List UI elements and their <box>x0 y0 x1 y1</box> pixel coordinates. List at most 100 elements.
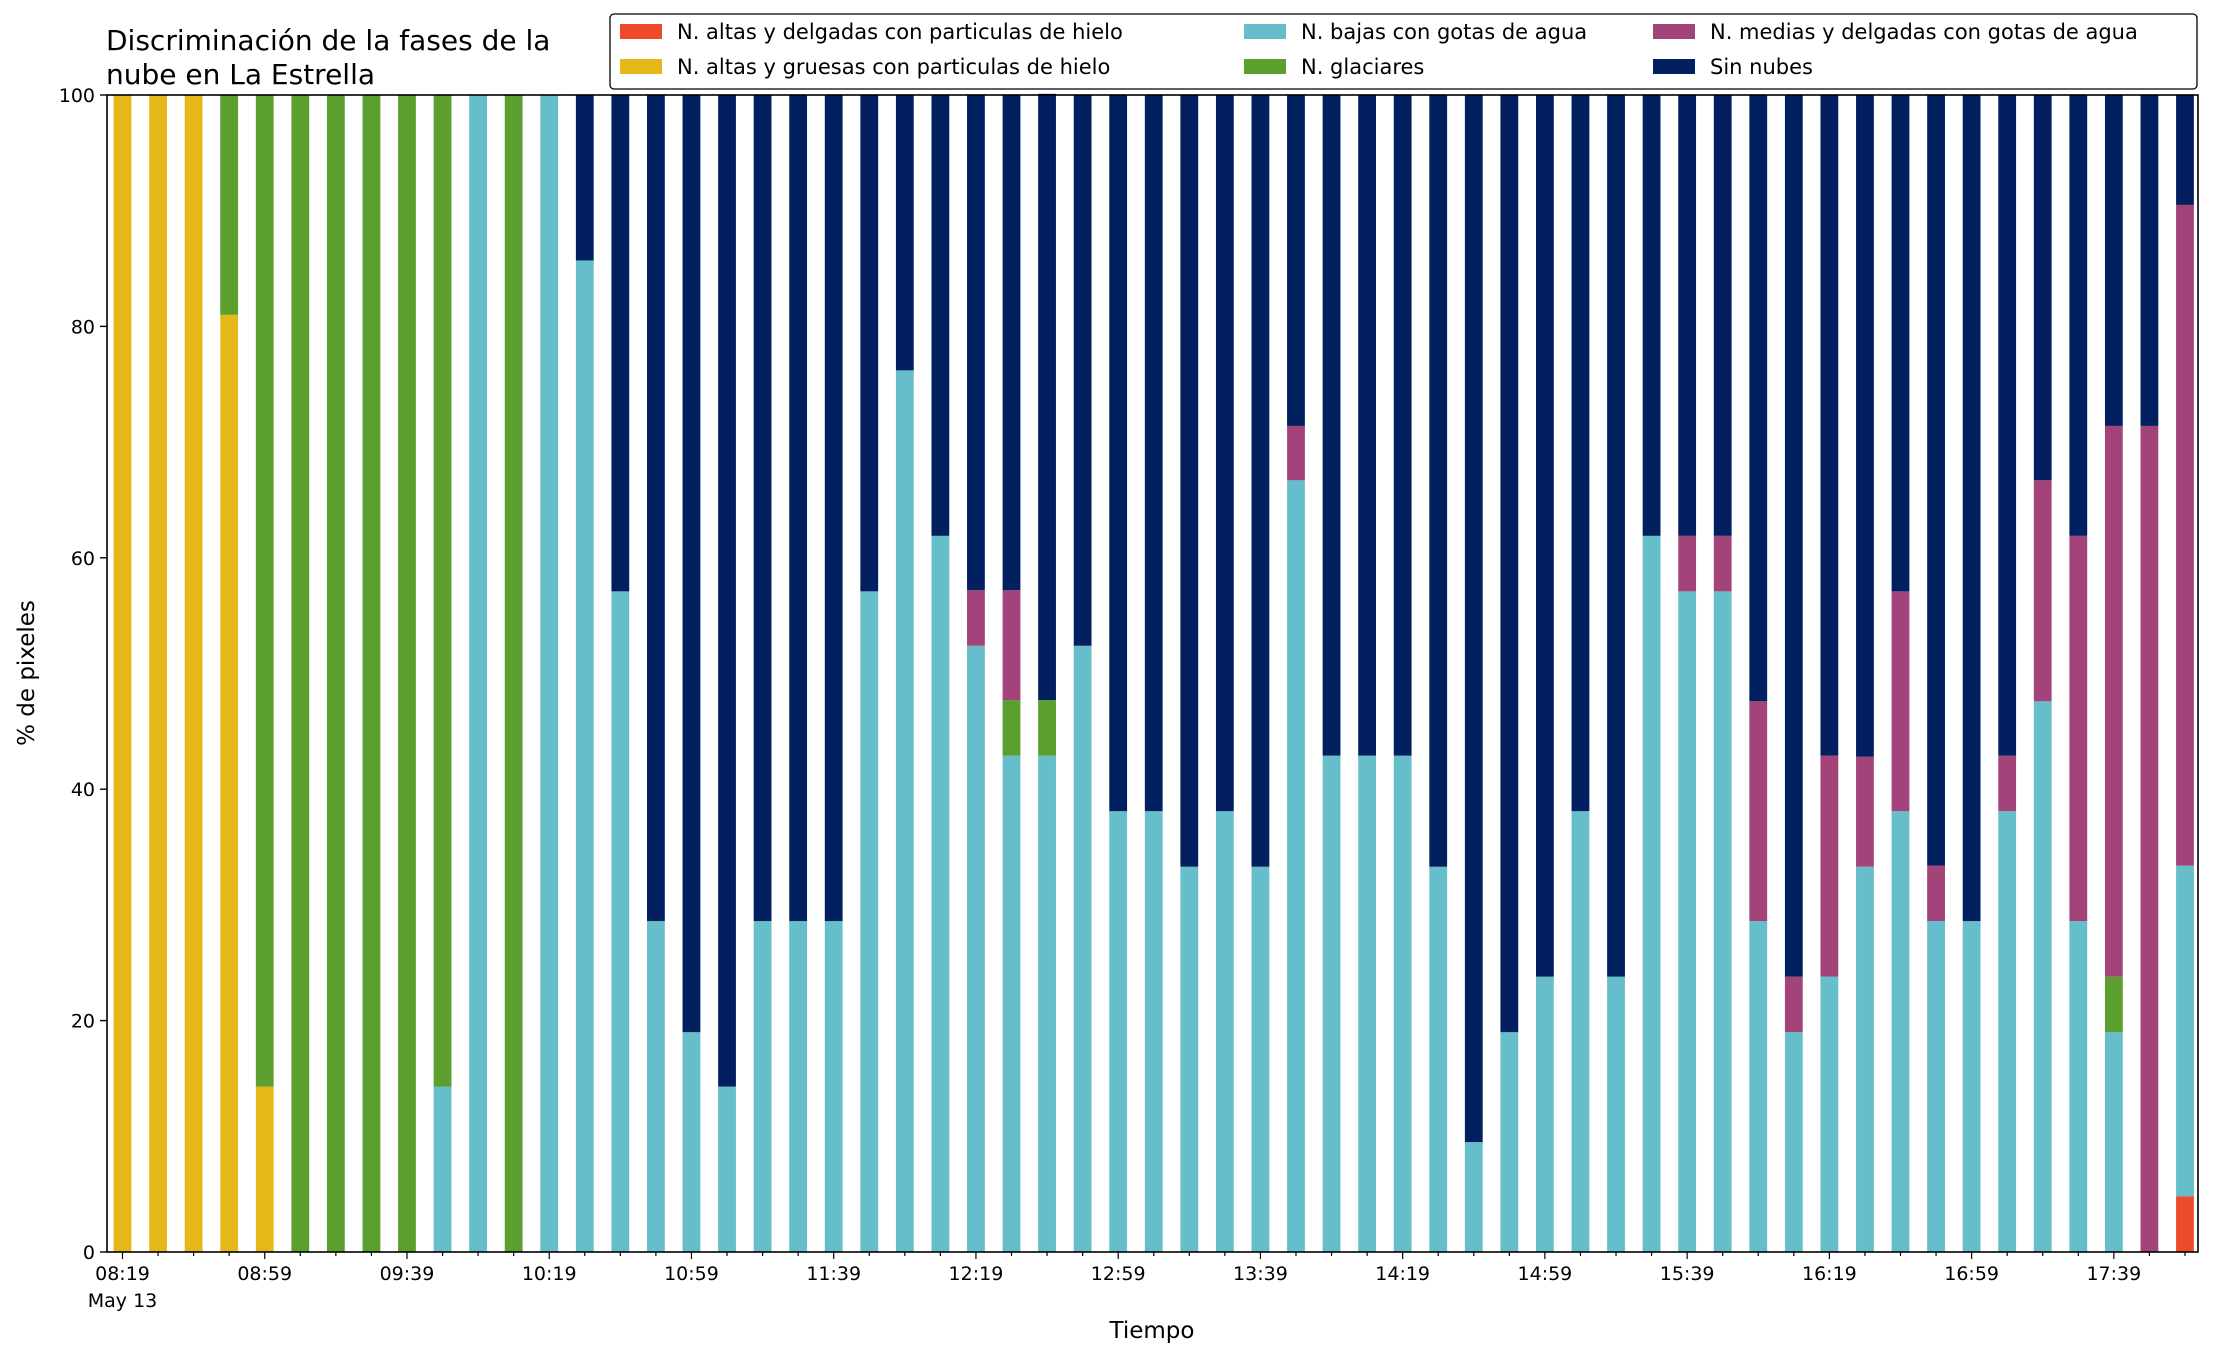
bar-segment-series-4 <box>1002 590 1021 701</box>
bar-segment-series-5 <box>1962 95 1981 922</box>
legend-label: N. altas y delgadas con particulas de hi… <box>677 20 1123 44</box>
legend-label: N. bajas con gotas de agua <box>1301 20 1587 44</box>
bar-segment-series-4 <box>1927 865 1945 922</box>
bar-segment-series-2 <box>1393 755 1412 1252</box>
bar-segment-series-4 <box>1287 425 1305 481</box>
bar-segment-series-2 <box>682 1032 701 1252</box>
bar-segment-series-5 <box>1251 95 1270 867</box>
bar-segment-series-5 <box>1927 95 1945 866</box>
bar-segment-series-2 <box>1536 976 1554 1252</box>
bar-segment-series-5 <box>1820 95 1839 756</box>
bar-segment-series-2 <box>647 921 665 1252</box>
bar-segment-series-5 <box>1358 95 1376 756</box>
x-tick-label: 17:39 <box>2086 1263 2141 1285</box>
bar-segment-series-5 <box>1784 95 1803 977</box>
bar-segment-series-5 <box>1642 95 1661 536</box>
bar-segment-series-5 <box>1002 95 1021 591</box>
bar-segment-series-3 <box>1038 700 1056 756</box>
bar-segment-series-3 <box>398 95 416 1252</box>
bar-segment-series-5 <box>1891 95 1910 592</box>
legend: N. altas y delgadas con particulas de hi… <box>609 13 2198 90</box>
legend-label: N. glaciares <box>1301 55 1424 79</box>
x-tick-label: 10:59 <box>664 1263 719 1285</box>
legend-swatch <box>1653 24 1695 39</box>
bar-segment-series-5 <box>1536 95 1554 977</box>
bar-segment-series-5 <box>1038 93 1056 701</box>
x-tick-label: 14:59 <box>1518 1263 1573 1285</box>
x-tick-label: 09:39 <box>380 1263 435 1285</box>
bar-segment-series-2 <box>469 95 487 1252</box>
bar-segment-series-0 <box>2176 1196 2194 1252</box>
bar-segment-series-4 <box>1820 755 1839 977</box>
bar-segment-series-5 <box>1607 95 1625 977</box>
x-tick-label: 16:19 <box>1802 1263 1857 1285</box>
x-tick-label: 12:59 <box>1091 1263 1146 1285</box>
bar-segment-series-3 <box>2104 976 2123 1033</box>
bar-segment-series-4 <box>1891 591 1910 812</box>
bar-segment-series-4 <box>1856 756 1874 867</box>
bar-segment-series-2 <box>2033 701 2052 1252</box>
bar-segment-series-2 <box>860 591 879 1252</box>
x-axis: 08:19 08:59 09:39 10:19 10:59 11:39 12:19 12:59… <box>88 1252 2186 1312</box>
y-tick-label: 20 <box>71 1011 95 1033</box>
plot-frame <box>106 94 2199 1253</box>
bar-segment-series-3 <box>255 95 274 1087</box>
bar-segment-series-2 <box>1713 591 1732 1252</box>
bar-segment-series-2 <box>1322 755 1341 1252</box>
x-tick-label: 16:59 <box>1944 1263 1999 1285</box>
bar-segment-series-2 <box>1749 921 1768 1252</box>
bar-segment-series-1 <box>255 1086 274 1252</box>
bar-segment-series-4 <box>1784 976 1803 1033</box>
bar-segment-series-3 <box>362 95 381 1252</box>
chart-title-line-2: nube en La Estrella <box>106 58 375 91</box>
bar-segment-series-3 <box>291 95 310 1252</box>
bar-segment-series-2 <box>1607 976 1625 1252</box>
bar-segment-series-5 <box>2140 95 2159 426</box>
bar-segment-series-2 <box>1002 755 1021 1252</box>
x-tick-date-label: May 13 <box>88 1290 158 1312</box>
bars-group <box>113 93 2194 1253</box>
bar-segment-series-2 <box>1144 811 1163 1252</box>
y-tick-label: 40 <box>71 779 95 801</box>
bar-segment-series-3 <box>220 95 239 315</box>
bar-segment-series-2 <box>433 1086 452 1252</box>
bar-segment-series-5 <box>824 95 843 922</box>
bar-segment-series-4 <box>967 590 985 646</box>
bar-segment-series-3 <box>326 95 345 1252</box>
bar-segment-series-2 <box>1571 811 1590 1252</box>
y-tick-label: 0 <box>83 1242 95 1264</box>
bar-segment-series-2 <box>753 921 772 1252</box>
bar-segment-series-5 <box>1109 95 1128 812</box>
bar-segment-series-4 <box>2176 204 2194 866</box>
bar-segment-series-2 <box>718 1086 736 1252</box>
y-axis-label: % de pixeles <box>14 600 40 746</box>
bar-segment-series-5 <box>2033 95 2052 481</box>
bar-segment-series-2 <box>1962 921 1981 1252</box>
x-tick-label: 14:19 <box>1375 1263 1430 1285</box>
bar-segment-series-4 <box>2033 480 2052 702</box>
bar-segment-series-5 <box>575 95 594 261</box>
bar-segment-series-2 <box>1998 811 2017 1252</box>
bar-segment-series-4 <box>1998 755 2017 812</box>
bar-segment-series-2 <box>895 370 914 1252</box>
bar-segment-series-5 <box>967 95 985 591</box>
bar-segment-series-2 <box>1429 866 1448 1252</box>
y-tick-label: 80 <box>71 316 95 338</box>
bar-segment-series-4 <box>2140 425 2159 1252</box>
bar-segment-series-2 <box>967 645 985 1252</box>
bar-segment-series-2 <box>1180 866 1199 1252</box>
y-axis: 0 20 40 60 80 100 <box>59 85 107 1264</box>
legend-swatch <box>620 59 662 74</box>
bar-segment-series-5 <box>1215 95 1234 812</box>
bar-segment-series-3 <box>1002 700 1021 756</box>
bar-segment-series-5 <box>1073 95 1092 646</box>
bar-segment-series-4 <box>2104 425 2123 977</box>
bar-segment-series-5 <box>1144 95 1163 812</box>
bar-segment-series-4 <box>1749 701 1768 922</box>
bar-segment-series-2 <box>1820 976 1839 1252</box>
bar-segment-series-5 <box>753 95 772 922</box>
bar-segment-series-2 <box>1642 535 1661 1252</box>
bar-segment-series-3 <box>504 95 523 1252</box>
x-tick-label: 11:39 <box>806 1263 861 1285</box>
bar-segment-series-4 <box>1713 535 1732 592</box>
